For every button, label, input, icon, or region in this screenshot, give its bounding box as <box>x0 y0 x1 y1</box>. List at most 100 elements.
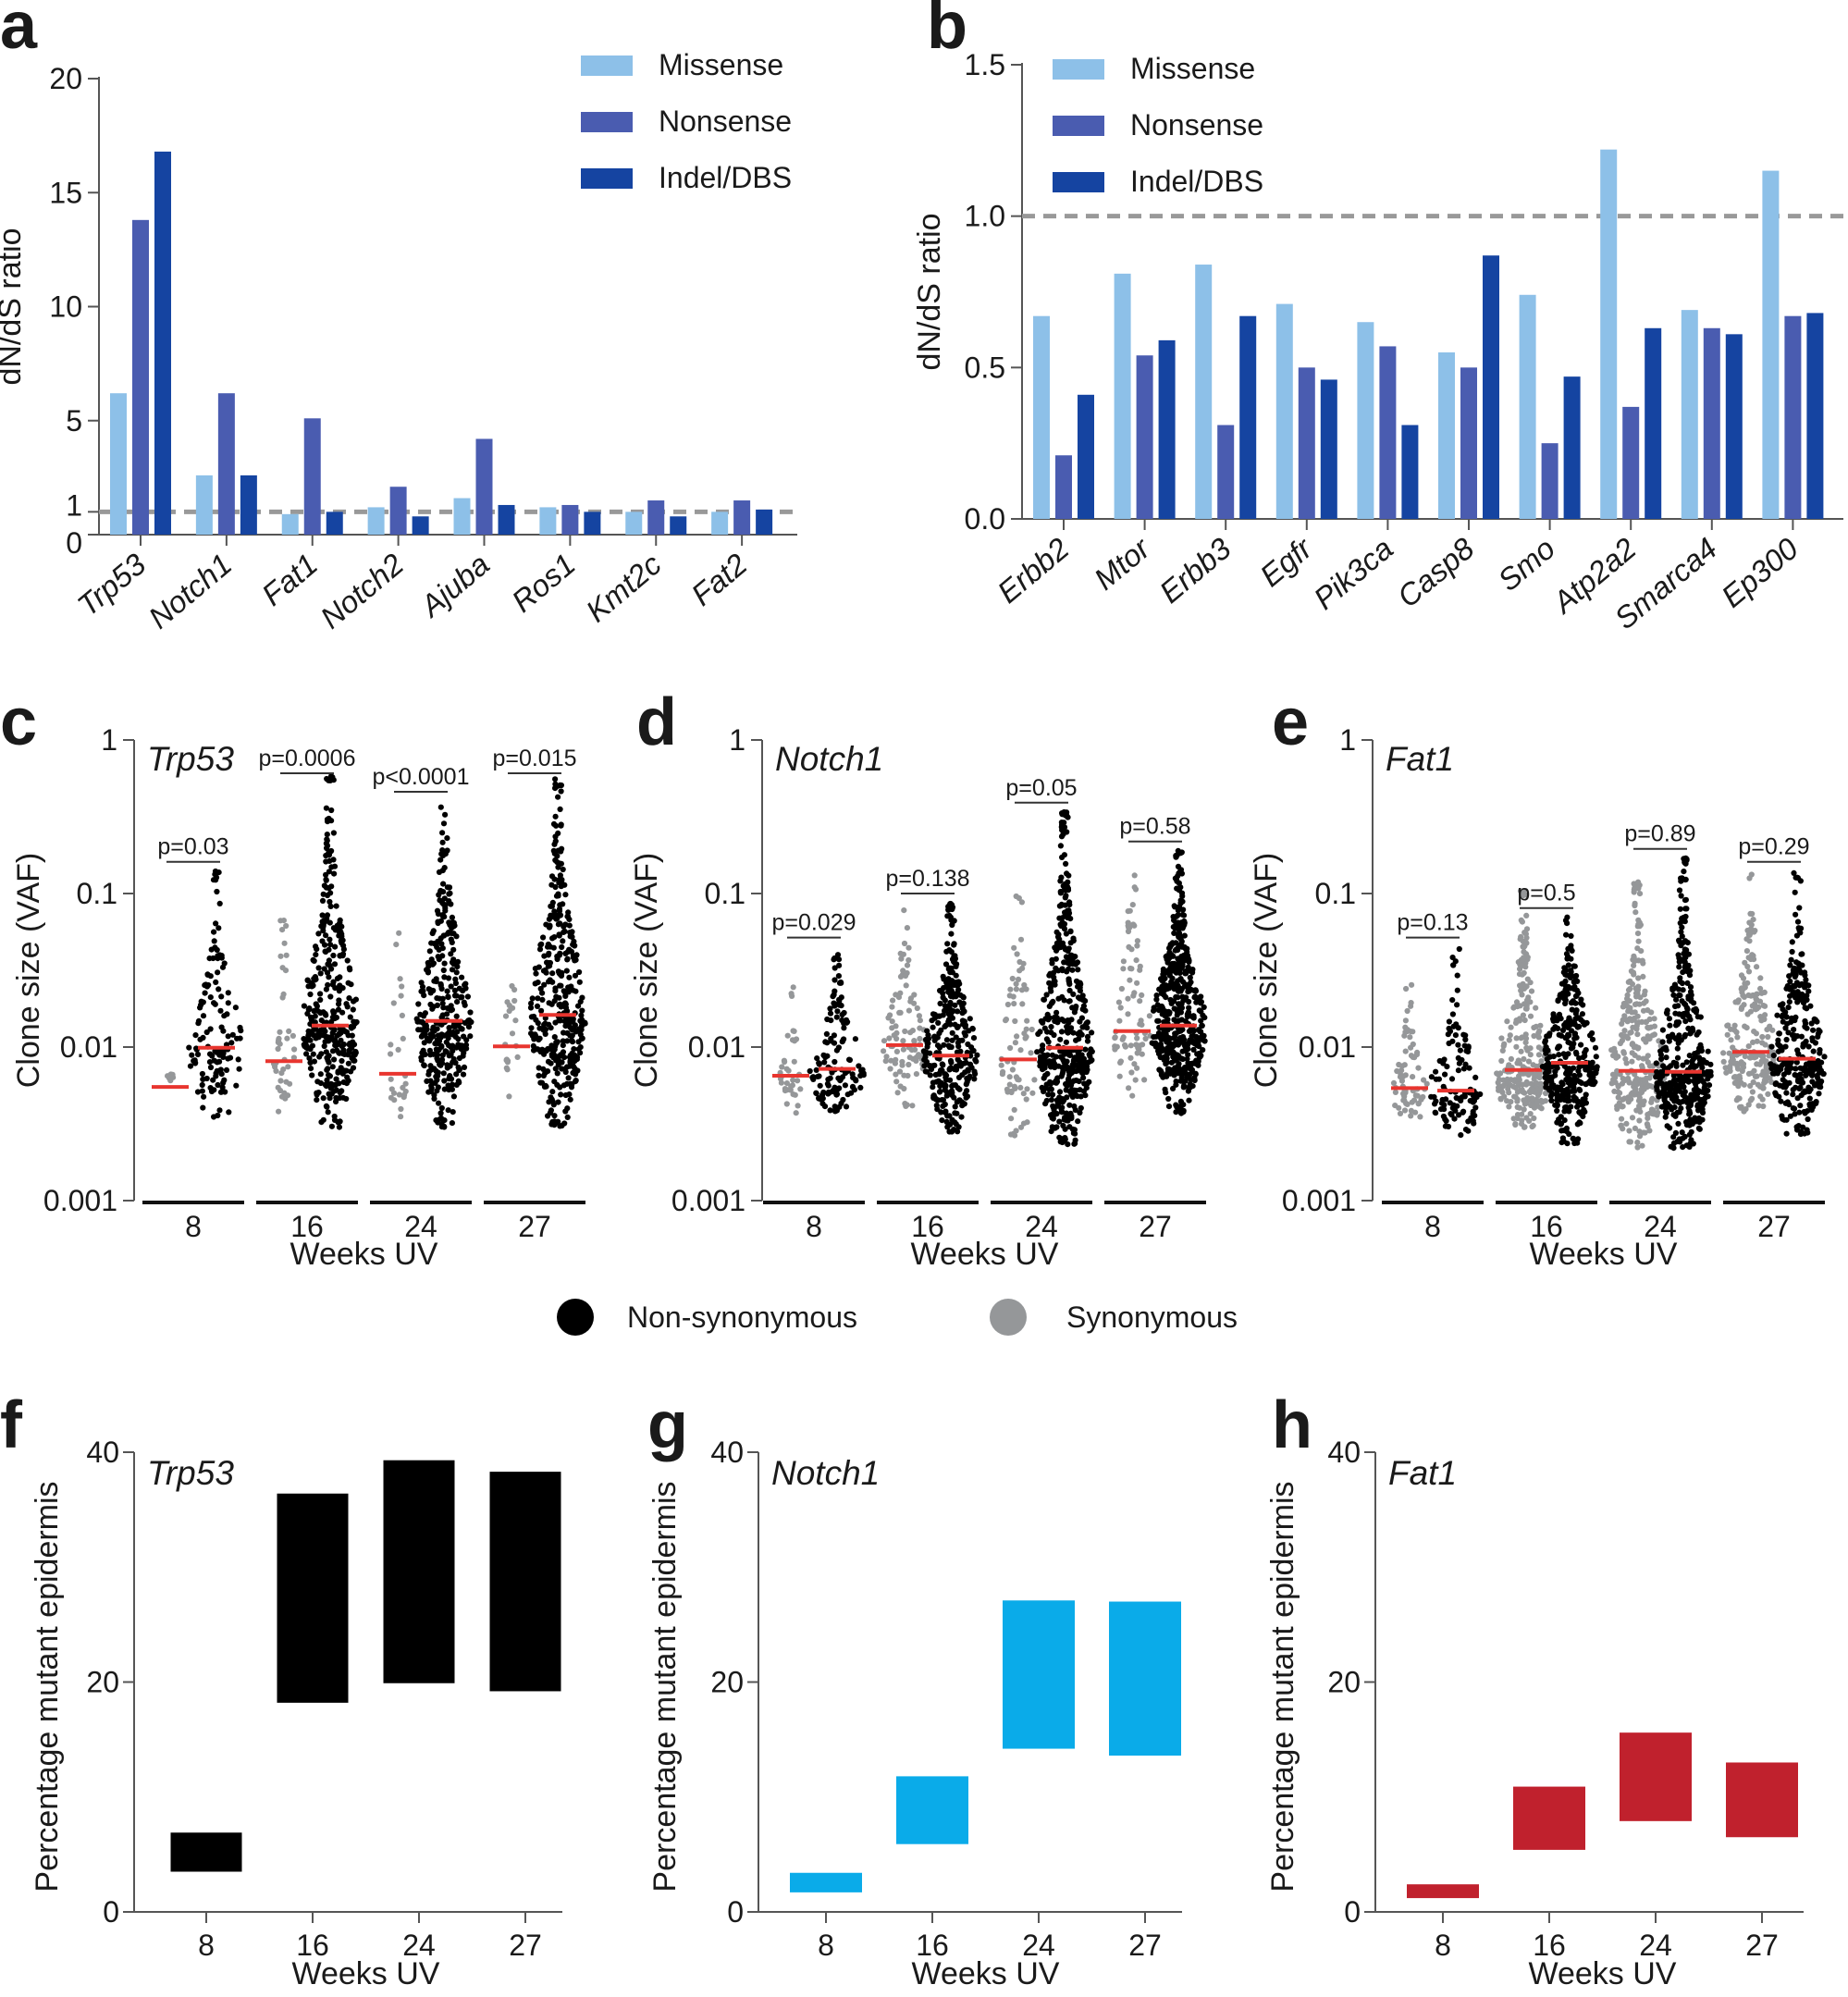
vaf-point-nonsyn-week-8 <box>211 1057 217 1064</box>
vaf-point-syn-week-16 <box>279 927 286 933</box>
vaf-point-nonsyn-week-16 <box>1565 962 1571 968</box>
vaf-point-nonsyn-week-16 <box>1565 983 1571 990</box>
vaf-point-nonsyn-week-16 <box>306 1055 313 1062</box>
vaf-point-nonsyn-week-27 <box>1158 1003 1165 1010</box>
vaf-point-syn-week-24 <box>1633 1076 1640 1082</box>
vaf-point-nonsyn-week-16 <box>1568 932 1574 940</box>
vaf-point-nonsyn-week-16 <box>340 946 347 953</box>
y-tick-label: 0.01 <box>688 1030 745 1064</box>
vaf-point-nonsyn-week-24 <box>1687 984 1694 991</box>
vaf-point-nonsyn-week-27 <box>1783 1036 1790 1043</box>
vaf-point-nonsyn-week-24 <box>1687 989 1694 995</box>
vaf-point-syn-week-24 <box>398 1105 404 1113</box>
vaf-point-nonsyn-week-16 <box>320 928 326 934</box>
vaf-point-nonsyn-week-8 <box>815 1073 821 1079</box>
vaf-point-nonsyn-week-16 <box>1583 1047 1589 1054</box>
vaf-point-syn-week-16 <box>911 1038 918 1044</box>
vaf-point-nonsyn-week-24 <box>1059 810 1066 817</box>
vaf-point-nonsyn-week-27 <box>560 1042 566 1049</box>
vaf-point-nonsyn-week-16 <box>336 1124 342 1130</box>
vaf-point-nonsyn-week-27 <box>562 892 569 898</box>
vaf-point-nonsyn-week-16 <box>326 1073 333 1079</box>
vaf-point-nonsyn-week-24 <box>1063 1039 1069 1045</box>
vaf-point-nonsyn-week-16 <box>947 1057 955 1065</box>
vaf-point-nonsyn-week-27 <box>579 1007 585 1014</box>
vaf-point-nonsyn-week-16 <box>1571 1084 1577 1091</box>
vaf-point-syn-week-27 <box>1754 964 1760 970</box>
vaf-point-nonsyn-week-8 <box>1446 1018 1452 1025</box>
vaf-point-syn-week-8 <box>1421 1077 1427 1083</box>
vaf-point-nonsyn-week-8 <box>1431 1093 1437 1101</box>
vaf-point-syn-week-27 <box>1117 1005 1124 1011</box>
pvalue-label: p=0.0006 <box>259 746 356 771</box>
vaf-point-nonsyn-week-16 <box>330 979 337 985</box>
vaf-point-syn-week-24 <box>1634 1140 1641 1146</box>
legend-swatch-nonsense <box>1053 116 1104 136</box>
vaf-point-syn-week-24 <box>1625 1099 1632 1105</box>
vaf-point-nonsyn-week-16 <box>324 1103 330 1110</box>
vaf-point-nonsyn-week-8 <box>225 990 231 996</box>
vaf-point-nonsyn-week-24 <box>1060 1068 1066 1075</box>
vaf-point-syn-week-27 <box>1755 1081 1761 1088</box>
vaf-point-syn-week-24 <box>1632 1080 1639 1087</box>
vaf-point-nonsyn-week-24 <box>1675 1003 1682 1009</box>
vaf-point-nonsyn-week-8 <box>225 1000 231 1006</box>
vaf-point-syn-week-24 <box>1640 973 1646 980</box>
vaf-point-nonsyn-week-24 <box>428 940 435 946</box>
bar-missense-ros1 <box>539 507 557 535</box>
vaf-point-syn-week-16 <box>909 1028 917 1034</box>
y-tick-label: 10 <box>49 290 82 324</box>
vaf-point-nonsyn-week-16 <box>344 957 351 964</box>
vaf-point-nonsyn-week-27 <box>551 1122 558 1128</box>
vaf-point-nonsyn-week-24 <box>419 983 426 990</box>
vaf-point-nonsyn-week-24 <box>1077 1018 1083 1025</box>
vaf-point-nonsyn-week-16 <box>311 1058 317 1065</box>
vaf-point-syn-week-24 <box>395 1046 401 1053</box>
vaf-point-syn-week-8 <box>797 1086 804 1092</box>
vaf-point-nonsyn-week-24 <box>1694 1102 1701 1108</box>
vaf-point-syn-week-16 <box>917 1035 923 1042</box>
vaf-point-syn-week-16 <box>1531 1115 1537 1122</box>
vaf-point-nonsyn-week-16 <box>323 884 330 891</box>
vaf-point-nonsyn-week-16 <box>963 1059 969 1066</box>
vaf-point-nonsyn-week-27 <box>557 806 563 813</box>
vaf-point-nonsyn-week-24 <box>1673 996 1680 1003</box>
vaf-point-nonsyn-week-16 <box>316 1054 323 1060</box>
vaf-point-nonsyn-week-27 <box>573 1079 579 1085</box>
vaf-point-nonsyn-week-27 <box>529 995 536 1002</box>
vaf-point-nonsyn-week-16 <box>958 1114 965 1120</box>
vaf-point-nonsyn-week-27 <box>562 1108 569 1115</box>
vaf-point-nonsyn-week-27 <box>1172 963 1178 969</box>
vaf-point-syn-week-16 <box>1522 964 1529 970</box>
vaf-point-nonsyn-week-24 <box>1056 1118 1063 1125</box>
vaf-point-syn-week-16 <box>1519 1111 1525 1117</box>
vaf-point-nonsyn-week-24 <box>437 980 444 988</box>
vaf-point-nonsyn-week-24 <box>1670 992 1677 998</box>
vaf-point-nonsyn-week-24 <box>1067 1082 1075 1089</box>
vaf-point-nonsyn-week-24 <box>1057 1036 1064 1042</box>
vaf-point-nonsyn-week-24 <box>446 1084 452 1091</box>
vaf-point-syn-week-24 <box>1616 1100 1622 1106</box>
vaf-point-syn-week-27 <box>1731 1027 1738 1033</box>
vaf-point-syn-week-24 <box>1629 1050 1635 1056</box>
vaf-point-syn-week-16 <box>276 1035 282 1042</box>
vaf-point-nonsyn-week-16 <box>942 1101 948 1108</box>
vaf-point-nonsyn-week-27 <box>1163 994 1169 1001</box>
vaf-point-syn-week-8 <box>795 1078 801 1084</box>
vaf-point-nonsyn-week-24 <box>449 967 456 973</box>
vaf-point-nonsyn-week-16 <box>323 858 329 865</box>
vaf-point-nonsyn-week-24 <box>1682 959 1688 966</box>
vaf-point-nonsyn-week-8 <box>229 1031 236 1038</box>
x-category-label: Fat2 <box>684 547 753 612</box>
vaf-point-syn-week-24 <box>1006 992 1013 999</box>
bar-indeldbs-trp53 <box>154 151 171 535</box>
vaf-point-nonsyn-week-8 <box>1462 1036 1469 1043</box>
vaf-point-nonsyn-week-24 <box>1044 1052 1051 1058</box>
vaf-point-nonsyn-week-27 <box>1192 1070 1199 1077</box>
vaf-point-syn-week-16 <box>1505 1086 1511 1092</box>
vaf-point-nonsyn-week-24 <box>459 1026 465 1032</box>
vaf-point-nonsyn-week-16 <box>1573 1051 1580 1057</box>
vaf-point-nonsyn-week-8 <box>1446 1040 1452 1047</box>
vaf-point-nonsyn-week-24 <box>440 820 448 827</box>
vaf-point-nonsyn-week-8 <box>816 1061 822 1067</box>
